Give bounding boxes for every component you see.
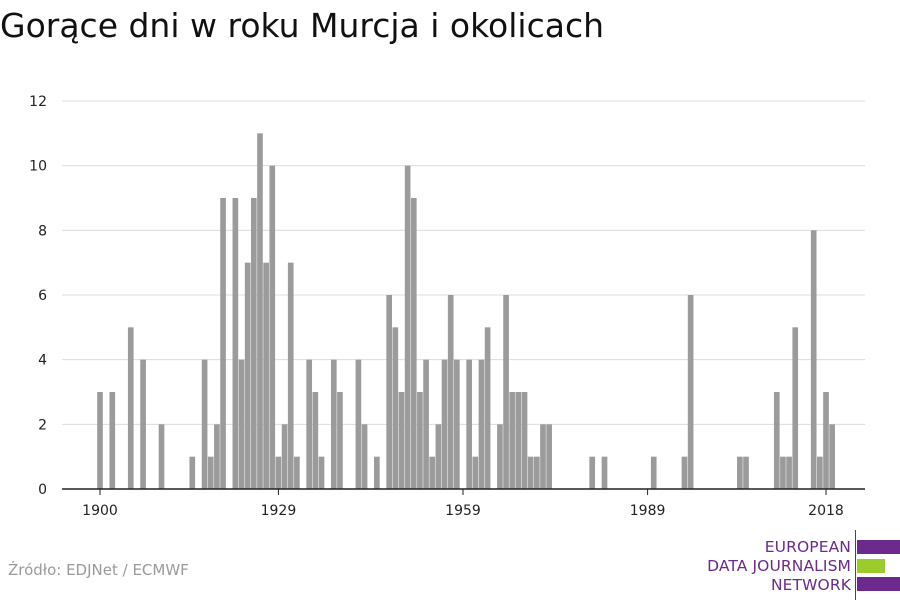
- bar-1980[interactable]: [589, 456, 596, 489]
- bar-1919[interactable]: [214, 424, 220, 489]
- y-tick-label: 6: [38, 288, 47, 304]
- bar-1961[interactable]: [472, 456, 479, 489]
- bar-1954[interactable]: [429, 456, 436, 489]
- bar-1960[interactable]: [466, 359, 472, 489]
- logo-bar-purple-top: [857, 540, 900, 554]
- bar-2012[interactable]: [786, 456, 792, 489]
- bar-1949[interactable]: [398, 392, 405, 489]
- x-tick-label: 1989: [630, 503, 666, 519]
- x-tick-label: 1900: [82, 503, 118, 519]
- bar-1930[interactable]: [281, 424, 288, 489]
- bar-1943[interactable]: [361, 424, 368, 489]
- logo-bar-purple-bottom: [857, 577, 900, 591]
- x-tick-label: 1929: [261, 503, 297, 519]
- bar-1922[interactable]: [232, 198, 239, 489]
- bar-2016[interactable]: [810, 230, 817, 489]
- bar-1952[interactable]: [417, 392, 423, 489]
- bar-1967[interactable]: [509, 392, 516, 489]
- bar-1982[interactable]: [601, 456, 608, 489]
- bar-1962[interactable]: [478, 359, 485, 489]
- bar-1929[interactable]: [275, 456, 282, 489]
- source-note: Źródło: EDJNet / ECMWF: [8, 561, 189, 579]
- y-tick-label: 8: [38, 223, 47, 239]
- bar-1958[interactable]: [454, 359, 460, 489]
- bar-1995[interactable]: [681, 456, 688, 489]
- bar-1951[interactable]: [410, 198, 417, 489]
- bar-1917[interactable]: [201, 359, 208, 489]
- bar-1963[interactable]: [484, 327, 491, 489]
- bar-1924[interactable]: [244, 262, 251, 489]
- bar-1942[interactable]: [355, 359, 362, 489]
- bar-2010[interactable]: [773, 392, 780, 489]
- bar-2019[interactable]: [829, 424, 835, 489]
- bar-1920[interactable]: [220, 198, 226, 489]
- y-tick-label: 4: [38, 353, 47, 369]
- bar-1945[interactable]: [374, 456, 380, 489]
- bar-1905[interactable]: [127, 327, 134, 489]
- logo-line-network: NETWORK: [770, 576, 851, 594]
- y-tick-label: 10: [29, 159, 47, 175]
- edjnet-logo[interactable]: EUROPEAN DATA JOURNALISM NETWORK: [706, 530, 900, 600]
- logo-divider: [855, 530, 856, 600]
- bar-1956[interactable]: [441, 359, 448, 489]
- bar-1971[interactable]: [534, 456, 540, 489]
- bar-1926[interactable]: [257, 133, 263, 489]
- bar-2005[interactable]: [743, 456, 749, 489]
- bar-1972[interactable]: [540, 424, 546, 489]
- bar-1927[interactable]: [263, 262, 269, 489]
- bar-1900[interactable]: [97, 392, 103, 489]
- bar-1918[interactable]: [207, 456, 214, 489]
- bar-1947[interactable]: [386, 295, 392, 489]
- logo-line-european: EUROPEAN: [764, 538, 851, 556]
- chart-title: Gorące dni w roku Murcja i okolicach: [0, 6, 605, 45]
- bar-1970[interactable]: [527, 456, 534, 489]
- bar-1907[interactable]: [140, 359, 146, 489]
- bar-1902[interactable]: [109, 392, 116, 489]
- bar-1932[interactable]: [294, 456, 300, 489]
- bar-1931[interactable]: [287, 262, 294, 489]
- bar-1973[interactable]: [546, 424, 552, 489]
- bar-1968[interactable]: [515, 392, 522, 489]
- bar-1928[interactable]: [269, 165, 276, 490]
- bar-1948[interactable]: [392, 327, 399, 489]
- y-tick-label: 12: [29, 94, 47, 110]
- bar-2004[interactable]: [737, 456, 743, 489]
- bar-1996[interactable]: [687, 295, 694, 489]
- bar-1957[interactable]: [447, 295, 454, 489]
- bar-1915[interactable]: [189, 456, 196, 489]
- bar-1955[interactable]: [435, 424, 442, 489]
- grid-lines: [62, 100, 865, 425]
- bar-1939[interactable]: [337, 392, 343, 489]
- bar-1969[interactable]: [521, 392, 528, 489]
- bar-2011[interactable]: [780, 456, 786, 489]
- y-tick-label: 2: [38, 417, 47, 433]
- bar-1966[interactable]: [503, 295, 509, 489]
- bars: [97, 133, 835, 490]
- x-tick-label: 1959: [445, 503, 481, 519]
- logo-line-data-journalism: DATA JOURNALISM: [707, 557, 851, 575]
- bar-1923[interactable]: [238, 359, 245, 489]
- bar-1938[interactable]: [330, 359, 337, 489]
- bar-1950[interactable]: [404, 165, 411, 490]
- bar-1934[interactable]: [306, 359, 313, 489]
- bar-2018[interactable]: [823, 392, 829, 489]
- bar-1990[interactable]: [650, 456, 657, 489]
- axes: 0 2 4 6 8 10 12 1900 1929 1959 1989 2018: [29, 94, 865, 519]
- bar-2013[interactable]: [792, 327, 799, 489]
- bar-1953[interactable]: [423, 359, 429, 489]
- bar-1936[interactable]: [318, 456, 325, 489]
- bar-1935[interactable]: [312, 392, 319, 489]
- bar-1965[interactable]: [497, 424, 503, 489]
- logo-bar-green: [857, 559, 885, 573]
- bar-1925[interactable]: [250, 198, 257, 489]
- y-tick-label: 0: [38, 482, 47, 498]
- bar-1910[interactable]: [158, 424, 165, 489]
- x-tick-label: 2018: [808, 503, 844, 519]
- bar-2017[interactable]: [817, 456, 823, 489]
